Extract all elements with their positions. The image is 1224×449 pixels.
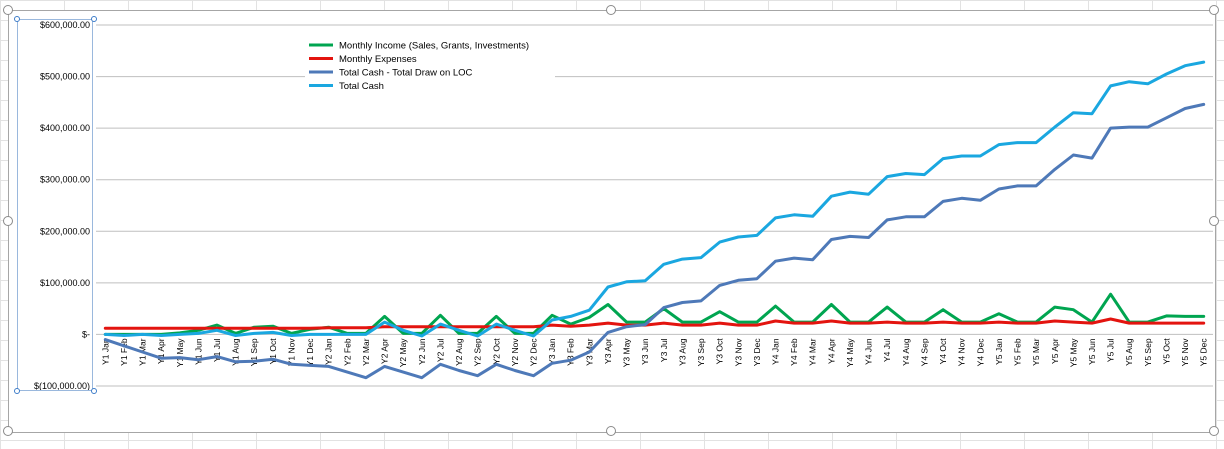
x-tick-label: Y3 Sep	[696, 338, 706, 366]
y-tick-label: $300,000.00	[40, 175, 90, 185]
axis-selection-handle[interactable]	[14, 388, 20, 394]
resize-handle-top-left[interactable]	[3, 5, 13, 15]
x-tick-label: Y1 Jan	[100, 338, 110, 365]
x-tick-label: Y5 Aug	[1124, 338, 1134, 366]
legend[interactable]: Monthly Income (Sales, Grants, Investmen…	[305, 36, 555, 98]
x-tick-label: Y5 Oct	[1161, 338, 1171, 365]
line-chart[interactable]: $(100,000.00) $- $100,000.00 $200,000.00 $30…	[9, 11, 1215, 432]
x-tick-label: Y4 Jul	[882, 338, 892, 362]
x-tick-label: Y1 Feb	[119, 338, 129, 366]
x-tick-label: Y5 Sep	[1143, 338, 1153, 366]
y-tick-label: $(100,000.00)	[34, 381, 90, 391]
chart-area[interactable]: $(100,000.00) $- $100,000.00 $200,000.00 $30…	[8, 10, 1216, 433]
x-tick-label: Y2 Apr	[380, 338, 390, 364]
x-tick-label: Y5 Feb	[1013, 338, 1023, 366]
resize-handle-bottom-left[interactable]	[3, 426, 13, 436]
x-tick-label: Y5 Jul	[1106, 338, 1116, 362]
y-tick-label: $200,000.00	[40, 226, 90, 236]
x-tick-label: Y4 Jan	[771, 338, 781, 365]
axis-selection-handle[interactable]	[14, 16, 20, 22]
x-axis[interactable]: Y1 Jan Y1 Feb Y1 Mar Y1 Apr Y1 May Y1 Jun Y1 J…	[100, 338, 1208, 368]
x-tick-label: Y1 Oct	[268, 338, 278, 365]
y-axis-selection-box	[17, 19, 93, 391]
x-tick-label: Y4 Jun	[864, 338, 874, 365]
x-tick-label: Y2 Jan	[324, 338, 334, 365]
x-tick-label: Y5 Jun	[1087, 338, 1097, 365]
legend-background	[305, 36, 555, 98]
resize-handle-right[interactable]	[1209, 216, 1219, 226]
x-tick-label: Y5 Mar	[1031, 338, 1041, 366]
x-tick-label: Y3 Jan	[547, 338, 557, 365]
x-tick-label: Y3 Feb	[566, 338, 576, 366]
y-tick-label: $500,000.00	[40, 72, 90, 82]
x-tick-label: Y2 Dec	[528, 338, 538, 367]
legend-entry[interactable]: Total Cash - Total Draw on LOC	[339, 68, 473, 79]
x-tick-label: Y4 Feb	[789, 338, 799, 366]
y-tick-label: $100,000.00	[40, 278, 90, 288]
x-tick-label: Y5 Dec	[1199, 338, 1209, 367]
x-tick-label: Y5 Apr	[1050, 338, 1060, 364]
x-tick-label: Y2 Sep	[473, 338, 483, 366]
legend-entry[interactable]: Monthly Expenses	[339, 54, 417, 65]
resize-handle-bottom-right[interactable]	[1209, 426, 1219, 436]
series-line-3[interactable]	[103, 102, 1206, 380]
x-tick-label: Y1 Jun	[193, 338, 203, 365]
x-tick-label: Y2 Feb	[342, 338, 352, 366]
x-tick-label: Y1 Sep	[249, 338, 259, 366]
x-tick-label: Y2 May	[398, 338, 408, 368]
x-tick-label: Y3 Jul	[659, 338, 669, 362]
resize-handle-bottom[interactable]	[606, 426, 616, 436]
y-axis[interactable]: $(100,000.00) $- $100,000.00 $200,000.00 $30…	[34, 20, 90, 391]
y-tick-label: $-	[82, 329, 90, 339]
x-tick-label: Y3 May	[622, 338, 632, 368]
resize-handle-top-right[interactable]	[1209, 5, 1219, 15]
y-tick-label: $400,000.00	[40, 123, 90, 133]
x-tick-label: Y3 Dec	[752, 338, 762, 367]
x-tick-label: Y4 Nov	[957, 338, 967, 367]
resize-handle-left[interactable]	[3, 216, 13, 226]
x-tick-label: Y2 Mar	[361, 338, 371, 366]
x-tick-label: Y2 Aug	[454, 338, 464, 366]
series-line-2[interactable]	[103, 317, 1206, 330]
x-tick-label: Y1 Dec	[305, 338, 315, 367]
x-tick-label: Y3 Oct	[715, 338, 725, 365]
x-tick-label: Y4 Apr	[826, 338, 836, 364]
x-tick-label: Y1 May	[175, 338, 185, 368]
y-tick-label: $600,000.00	[40, 20, 90, 30]
legend-entry[interactable]: Monthly Income (Sales, Grants, Investmen…	[339, 41, 529, 52]
axis-selection-handle[interactable]	[91, 388, 97, 394]
x-tick-label: Y4 May	[845, 338, 855, 368]
x-tick-label: Y2 Jun	[417, 338, 427, 365]
x-tick-label: Y3 Aug	[677, 338, 687, 366]
x-tick-label: Y2 Jul	[435, 338, 445, 362]
x-tick-label: Y5 Jan	[994, 338, 1004, 365]
series-line-4[interactable]	[103, 60, 1206, 338]
plot-series[interactable]	[103, 60, 1206, 380]
x-tick-label: Y4 Aug	[901, 338, 911, 366]
x-tick-label: Y4 Dec	[975, 338, 985, 367]
legend-entry[interactable]: Total Cash	[339, 81, 384, 92]
x-tick-label: Y1 Nov	[286, 338, 296, 367]
axis-selection-handle[interactable]	[91, 16, 97, 22]
x-tick-label: Y5 Nov	[1180, 338, 1190, 367]
x-tick-label: Y1 Apr	[156, 338, 166, 364]
x-tick-label: Y4 Mar	[808, 338, 818, 366]
x-tick-label: Y2 Oct	[491, 338, 501, 365]
x-tick-label: Y5 May	[1068, 338, 1078, 368]
x-tick-label: Y3 Nov	[733, 338, 743, 367]
x-tick-label: Y1 Aug	[231, 338, 241, 366]
x-tick-label: Y2 Nov	[510, 338, 520, 367]
x-tick-label: Y3 Apr	[603, 338, 613, 364]
x-tick-label: Y4 Sep	[919, 338, 929, 366]
resize-handle-top[interactable]	[606, 5, 616, 15]
x-tick-label: Y3 Jun	[640, 338, 650, 365]
x-tick-label: Y1 Jul	[212, 338, 222, 362]
x-tick-label: Y4 Oct	[938, 338, 948, 365]
